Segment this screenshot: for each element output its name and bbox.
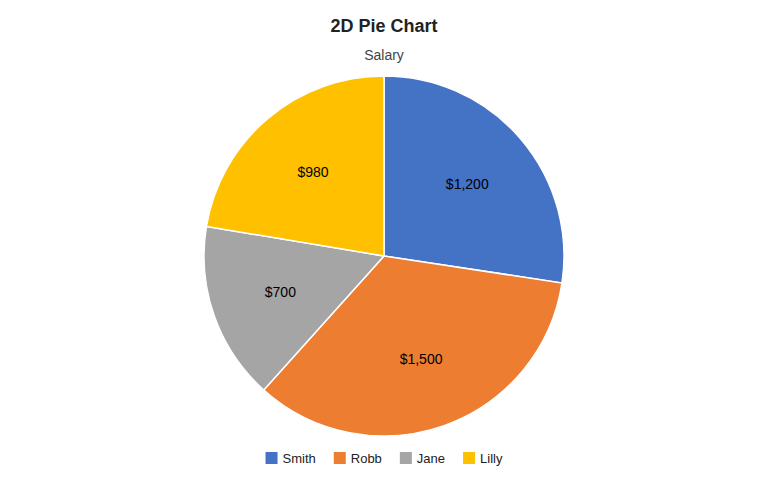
legend-swatch xyxy=(463,452,475,464)
data-label: $1,200 xyxy=(446,176,489,192)
data-labels: $1,200 $1,500 $700 $980 xyxy=(265,164,489,367)
data-label: $1,500 xyxy=(400,351,443,367)
chart: 2D Pie Chart Salary $1,200 $1,500 $700 $980 Sm… xyxy=(0,0,768,480)
legend-label: Jane xyxy=(417,451,445,466)
legend-swatch xyxy=(334,452,346,464)
legend-swatch xyxy=(400,452,412,464)
legend-label: Robb xyxy=(351,451,382,466)
pie-slice xyxy=(206,76,384,256)
legend-swatch xyxy=(266,452,278,464)
legend-item: Smith xyxy=(266,451,316,466)
data-label: $980 xyxy=(297,164,328,180)
data-label: $700 xyxy=(265,284,296,300)
legend: Smith Robb Jane Lilly xyxy=(266,451,503,466)
legend-label: Smith xyxy=(283,451,316,466)
pie-slice xyxy=(384,76,564,283)
legend-label: Lilly xyxy=(480,451,503,466)
legend-item: Robb xyxy=(334,451,382,466)
chart-title: 2D Pie Chart xyxy=(330,16,437,36)
legend-item: Lilly xyxy=(463,451,503,466)
chart-subtitle: Salary xyxy=(364,47,404,63)
legend-item: Jane xyxy=(400,451,445,466)
pie xyxy=(204,76,564,436)
